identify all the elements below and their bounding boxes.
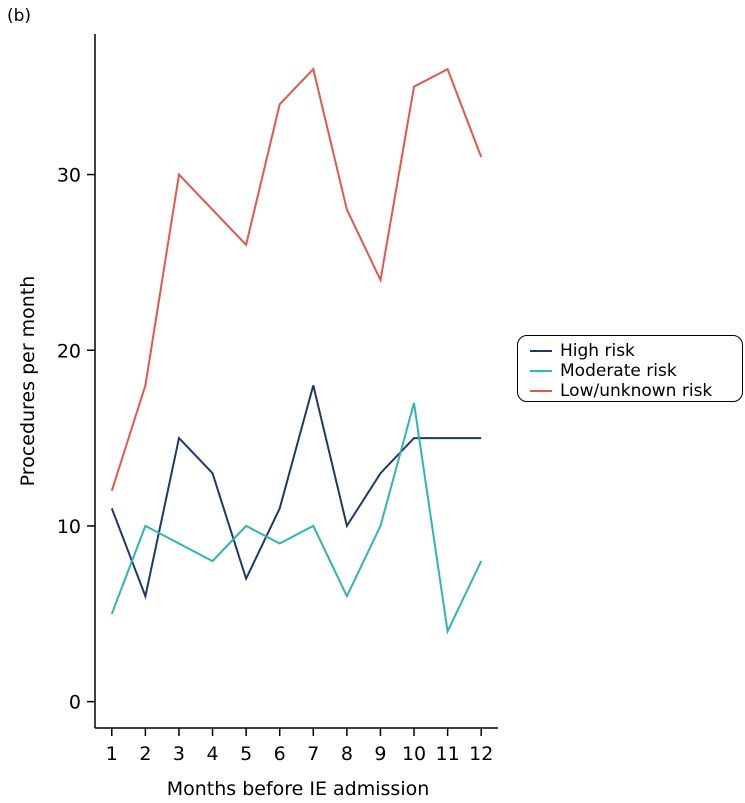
y-tick-label: 10 (57, 516, 81, 538)
x-tick-label: 2 (139, 743, 151, 765)
legend: High risk Moderate risk Low/unknown risk (517, 335, 743, 402)
x-tick-label: 11 (436, 743, 460, 765)
legend-item: High risk (518, 341, 742, 361)
legend-swatch (530, 390, 552, 392)
x-tick-label: 4 (206, 743, 218, 765)
legend-item: Moderate risk (518, 361, 742, 381)
series-line-high-risk (110, 385, 482, 600)
y-tick-label: 0 (69, 692, 81, 714)
x-tick-label: 10 (402, 743, 426, 765)
legend-swatch (530, 370, 552, 372)
legend-label: High risk (560, 341, 635, 361)
series-line-moderate-risk (110, 402, 483, 635)
panel-label: (b) (7, 6, 32, 26)
x-tick-label: 8 (341, 743, 353, 765)
legend-swatch (530, 350, 552, 352)
legend-label: Moderate risk (560, 361, 677, 381)
x-tick-label: 12 (469, 743, 493, 765)
y-tick-label: 20 (57, 340, 81, 362)
y-axis-label: Procedures per month (17, 276, 39, 487)
y-tick-label: 30 (57, 165, 81, 187)
x-tick-label: 3 (173, 743, 185, 765)
x-axis-label: Months before IE admission (167, 778, 430, 800)
series-line-low-unknown-risk (110, 67, 483, 492)
x-tick-label: 1 (106, 743, 118, 765)
x-tick-label: 7 (307, 743, 319, 765)
legend-label: Low/unknown risk (560, 381, 713, 401)
x-tick-label: 9 (374, 743, 386, 765)
x-tick-label: 6 (274, 743, 286, 765)
x-tick-label: 5 (240, 743, 252, 765)
series-lines (110, 67, 483, 635)
legend-item: Low/unknown risk (518, 381, 742, 401)
